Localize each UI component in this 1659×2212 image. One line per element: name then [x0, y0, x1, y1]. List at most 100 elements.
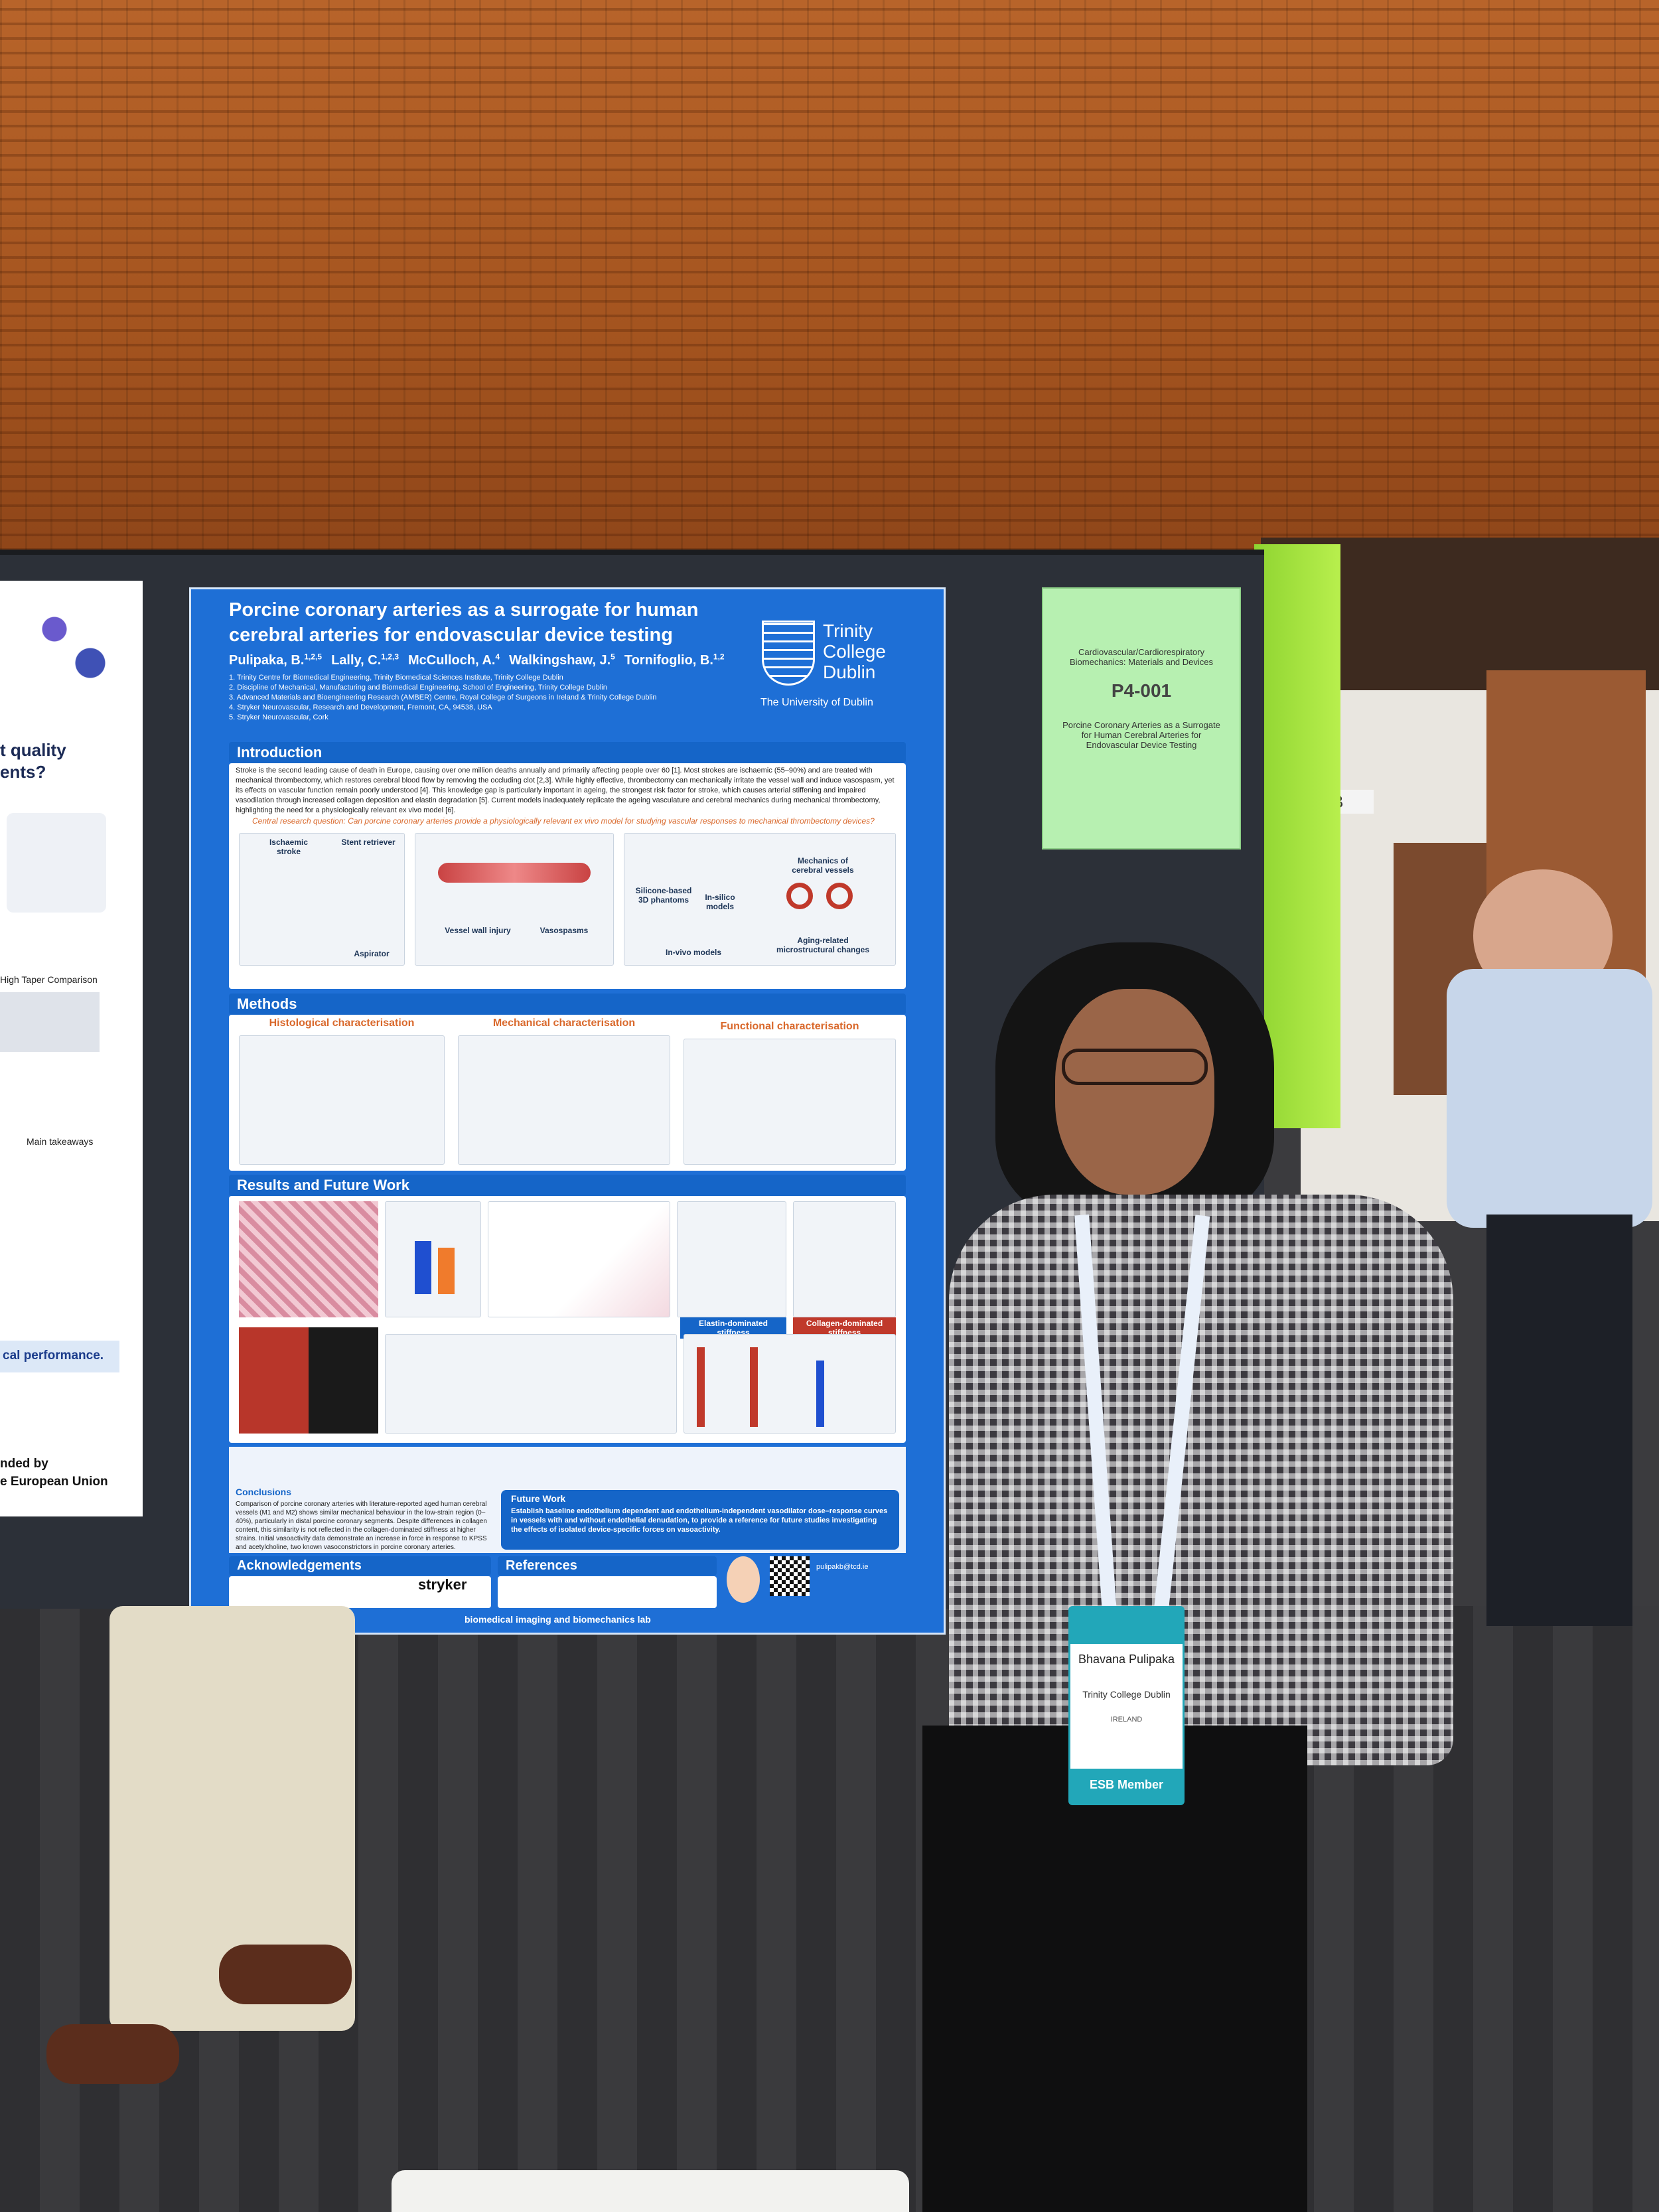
- figure-panel: [684, 1039, 896, 1165]
- chart-thumbnail: [677, 1201, 786, 1317]
- contact-email: pulipakb@tcd.ie: [816, 1563, 869, 1571]
- section-heading: Methods: [229, 994, 906, 1015]
- author-name: McCulloch, A.: [408, 652, 496, 668]
- thumbnail-bar: [750, 1347, 758, 1427]
- figure-panel: [458, 1035, 670, 1165]
- methods-column-title: Histological characterisation: [269, 1017, 415, 1029]
- methods-column-title: Functional characterisation: [720, 1021, 859, 1032]
- university-crest: [762, 621, 815, 686]
- poster-tube: [392, 2170, 909, 2212]
- thumbnail-bar: [697, 1347, 705, 1427]
- histology-image: [239, 1201, 378, 1317]
- author-affiliation: 1,2: [713, 652, 725, 661]
- figure-label: Silicone-based 3D phantoms: [635, 886, 692, 905]
- future-work-box: [501, 1490, 899, 1550]
- affiliation: 5. Stryker Neurovascular, Cork: [229, 713, 328, 721]
- session-sign: [1042, 587, 1241, 849]
- methods-column-title: Mechanical characterisation: [492, 1017, 636, 1029]
- section-heading: References: [498, 1556, 717, 1576]
- university-subtitle: The University of Dublin: [760, 697, 873, 708]
- thumbnail-bar: [438, 1248, 455, 1294]
- section-heading: Acknowledgements: [229, 1556, 491, 1576]
- author-affiliation: 1,2,3: [381, 652, 399, 661]
- research-question: Central research question: Can porcine c…: [252, 816, 875, 826]
- author-name: Pulipaka, B.: [229, 652, 305, 668]
- skirt: [922, 1726, 1307, 2212]
- figure-label: Aging-related microstructural changes: [776, 936, 870, 954]
- chart-thumbnail: [488, 1201, 670, 1317]
- affiliation: 4. Stryker Neurovascular, Research and D…: [229, 703, 492, 711]
- author-photo: [727, 1556, 760, 1603]
- affiliation: 1. Trinity Centre for Biomedical Enginee…: [229, 674, 563, 682]
- badge-membership: ESB Member: [1070, 1769, 1183, 1803]
- figure-panel: [415, 833, 614, 966]
- vessel-ring: [826, 883, 853, 909]
- left-poster-figure: [0, 992, 100, 1052]
- wood-wall: [0, 0, 1659, 551]
- figure-panel: [239, 833, 405, 966]
- badge-country: IRELAND: [1110, 1716, 1143, 1724]
- left-poster-text: e European Union: [0, 1475, 108, 1489]
- university-name: Trinity College Dublin: [823, 621, 886, 682]
- sign-track: Cardiovascular/Cardiorespiratory Biomech…: [1069, 647, 1214, 667]
- sign-code: P4-001: [1111, 680, 1172, 701]
- conclusions-text: Comparison of porcine coronary arteries …: [236, 1501, 487, 1551]
- poster-title: Porcine coronary arteries as a surrogate…: [229, 599, 699, 646]
- chart-thumbnail: [684, 1334, 896, 1434]
- thumbnail-bar: [816, 1361, 824, 1427]
- figure-panel: [239, 1035, 445, 1165]
- figure-label: In-silico models: [705, 893, 735, 911]
- author-name: Tornifoglio, B.: [624, 652, 713, 668]
- affiliation: 3. Advanced Materials and Bioengineering…: [229, 694, 657, 701]
- badge-institution: Trinity College Dublin: [1082, 1689, 1171, 1700]
- chart-thumbnail: [793, 1201, 896, 1317]
- author-affiliation: 4: [495, 652, 500, 661]
- left-poster-text: cal performance.: [0, 1341, 119, 1372]
- face: [1055, 989, 1214, 1195]
- left-poster-text: nded by: [0, 1457, 48, 1471]
- thumbnail-bar: [415, 1241, 431, 1294]
- section-box: [498, 1576, 717, 1608]
- section-heading: Results and Future Work: [229, 1175, 906, 1196]
- figure-label: In-vivo models: [665, 948, 722, 957]
- poster-footer: biomedical imaging and biomechanics lab: [465, 1614, 651, 1625]
- section-heading: Conclusions: [236, 1487, 292, 1497]
- author: Lally, C.1,2,3: [331, 652, 399, 668]
- qr-code: [770, 1556, 810, 1596]
- vessel-illustration: [438, 863, 591, 883]
- author-name: Walkingshaw, J.: [509, 652, 611, 668]
- person-right-shirt: [1447, 969, 1652, 1228]
- section-box: [229, 1576, 491, 1608]
- author: Tornifoglio, B.1,2: [624, 652, 725, 668]
- affiliation: 2. Discipline of Mechanical, Manufacturi…: [229, 684, 607, 692]
- sign-title: Porcine Coronary Arteries as a Surrogate…: [1062, 720, 1220, 750]
- poster-affiliations: 1. Trinity Centre for Biomedical Enginee…: [229, 673, 753, 723]
- section-heading: Future Work: [511, 1493, 566, 1504]
- badge-header: [1070, 1607, 1183, 1644]
- figure-label: Vasospasms: [540, 926, 589, 935]
- section-heading: Introduction: [229, 742, 906, 763]
- left-poster-text: High Taper Comparison: [0, 974, 98, 985]
- left-poster-text: ents?: [0, 762, 46, 782]
- sponsor-logo: stryker: [418, 1576, 467, 1593]
- shoe: [219, 1945, 352, 2004]
- author-affiliation: 1,2,5: [304, 652, 323, 661]
- person-right-trousers: [1486, 1215, 1632, 1626]
- figure-label: Ischaemic stroke: [269, 838, 309, 856]
- author-affiliation: 5: [611, 652, 615, 661]
- chart-thumbnail: [385, 1334, 677, 1434]
- left-poster-text: t quality: [0, 740, 66, 760]
- future-work-text: Establish baseline endothelium dependent…: [511, 1507, 888, 1534]
- poster-authors: Pulipaka, B.1,2,5 Lally, C.1,2,3 McCulloch…: [229, 652, 753, 668]
- intro-text: Stroke is the second leading cause of de…: [236, 767, 895, 814]
- histology-image: [239, 1327, 378, 1434]
- vessel-ring: [786, 883, 813, 909]
- figure-label: Aspirator: [354, 949, 390, 958]
- author: McCulloch, A.4: [408, 652, 500, 668]
- left-poster-figure: [7, 813, 106, 913]
- author: Pulipaka, B.1,2,5: [229, 652, 323, 668]
- shoe: [46, 2024, 179, 2084]
- glasses: [1062, 1049, 1208, 1085]
